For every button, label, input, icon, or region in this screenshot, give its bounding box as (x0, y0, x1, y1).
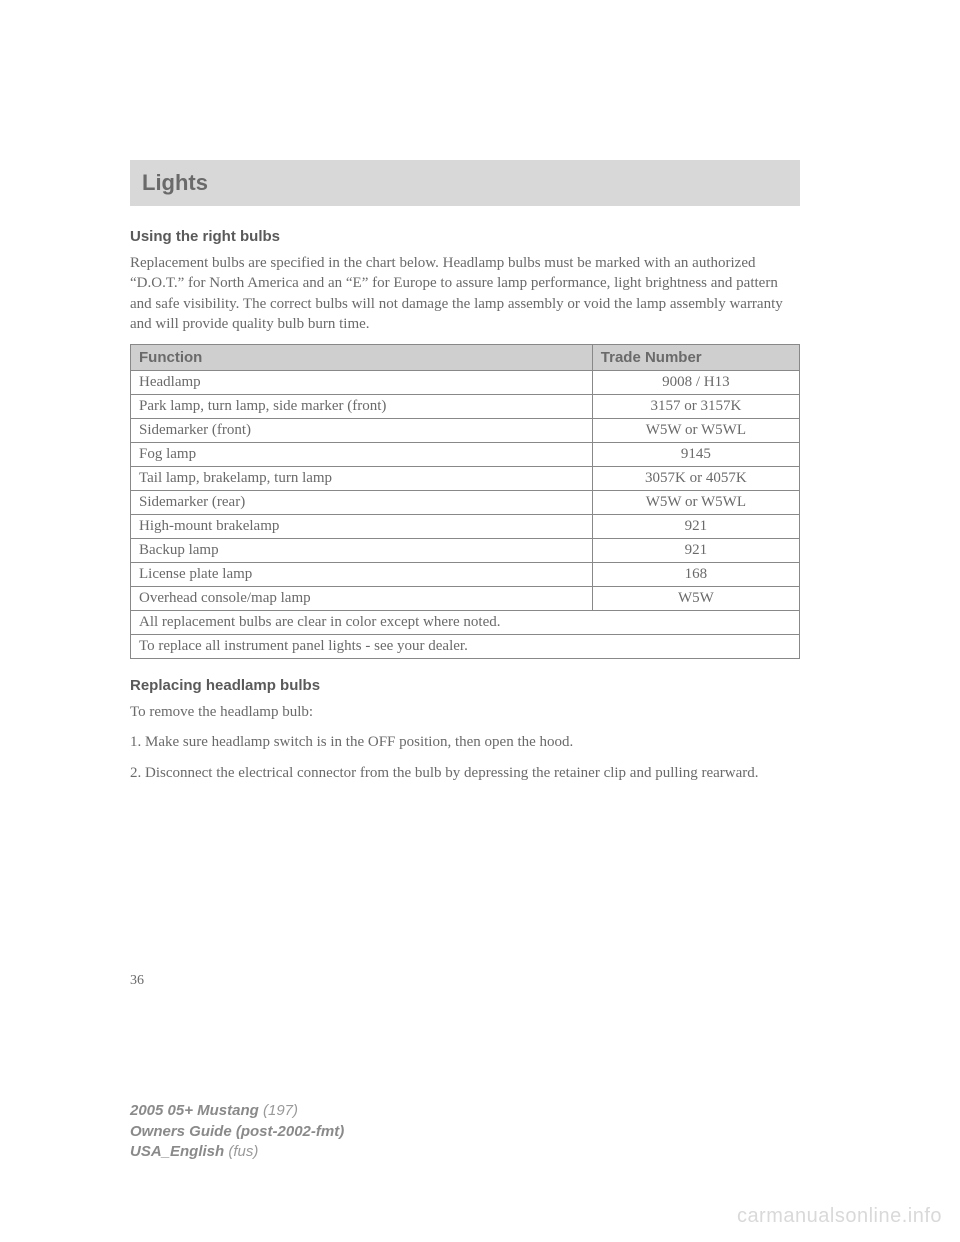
cell-function: Sidemarker (front) (131, 419, 593, 443)
cell-function: Overhead console/map lamp (131, 587, 593, 611)
page-number: 36 (130, 973, 800, 989)
cell-trade: W5W or W5WL (592, 491, 799, 515)
table-row: Sidemarker (rear)W5W or W5WL (131, 491, 800, 515)
table-header-row: Function Trade Number (131, 345, 800, 371)
cell-trade: 168 (592, 563, 799, 587)
section-header: Lights (142, 170, 788, 196)
cell-trade: W5W (592, 587, 799, 611)
footer-guide: Owners Guide (post-2002-fmt) (130, 1122, 344, 1142)
cell-function: High-mount brakelamp (131, 515, 593, 539)
cell-trade: 9145 (592, 443, 799, 467)
table-row: High-mount brakelamp921 (131, 515, 800, 539)
cell-function: Fog lamp (131, 443, 593, 467)
table-row: License plate lamp168 (131, 563, 800, 587)
footer-line: USA_English (fus) (130, 1142, 344, 1162)
cell-function: Backup lamp (131, 539, 593, 563)
cell-function: Headlamp (131, 371, 593, 395)
table-note: To replace all instrument panel lights -… (131, 635, 800, 659)
table-row: Overhead console/map lampW5W (131, 587, 800, 611)
table-row: Sidemarker (front)W5W or W5WL (131, 419, 800, 443)
instruction-step: 2. Disconnect the electrical connector f… (130, 763, 800, 783)
table-row: Fog lamp9145 (131, 443, 800, 467)
table-row: Park lamp, turn lamp, side marker (front… (131, 395, 800, 419)
instruction-intro: To remove the headlamp bulb: (130, 702, 800, 722)
cell-trade: 3157 or 3157K (592, 395, 799, 419)
cell-trade: 3057K or 4057K (592, 467, 799, 491)
section-header-band: Lights (130, 160, 800, 206)
table-row: Backup lamp921 (131, 539, 800, 563)
cell-function: License plate lamp (131, 563, 593, 587)
footer-code: (197) (263, 1102, 298, 1119)
bulb-table: Function Trade Number Headlamp9008 / H13… (130, 344, 800, 659)
subsection-title-bulbs: Using the right bulbs (130, 228, 800, 245)
cell-trade: W5W or W5WL (592, 419, 799, 443)
intro-paragraph: Replacement bulbs are specified in the c… (130, 253, 800, 334)
table-note: All replacement bulbs are clear in color… (131, 611, 800, 635)
cell-trade: 921 (592, 539, 799, 563)
watermark: carmanualsonline.info (737, 1205, 942, 1228)
footer-block: 2005 05+ Mustang (197) Owners Guide (pos… (130, 1101, 344, 1162)
table-note-row: All replacement bulbs are clear in color… (131, 611, 800, 635)
page-content: Lights Using the right bulbs Replacement… (0, 0, 960, 989)
table-row: Headlamp9008 / H13 (131, 371, 800, 395)
footer-lang-code: (fus) (228, 1143, 258, 1160)
table-row: Tail lamp, brakelamp, turn lamp3057K or … (131, 467, 800, 491)
cell-trade: 921 (592, 515, 799, 539)
cell-function: Tail lamp, brakelamp, turn lamp (131, 467, 593, 491)
footer-model: 2005 05+ Mustang (130, 1102, 263, 1119)
col-header-trade: Trade Number (592, 345, 799, 371)
cell-function: Sidemarker (rear) (131, 491, 593, 515)
cell-function: Park lamp, turn lamp, side marker (front… (131, 395, 593, 419)
footer-lang: USA_English (130, 1143, 228, 1160)
table-note-row: To replace all instrument panel lights -… (131, 635, 800, 659)
subsection-title-replacing: Replacing headlamp bulbs (130, 677, 800, 694)
footer-line: 2005 05+ Mustang (197) (130, 1101, 344, 1121)
cell-trade: 9008 / H13 (592, 371, 799, 395)
instruction-step: 1. Make sure headlamp switch is in the O… (130, 732, 800, 752)
col-header-function: Function (131, 345, 593, 371)
